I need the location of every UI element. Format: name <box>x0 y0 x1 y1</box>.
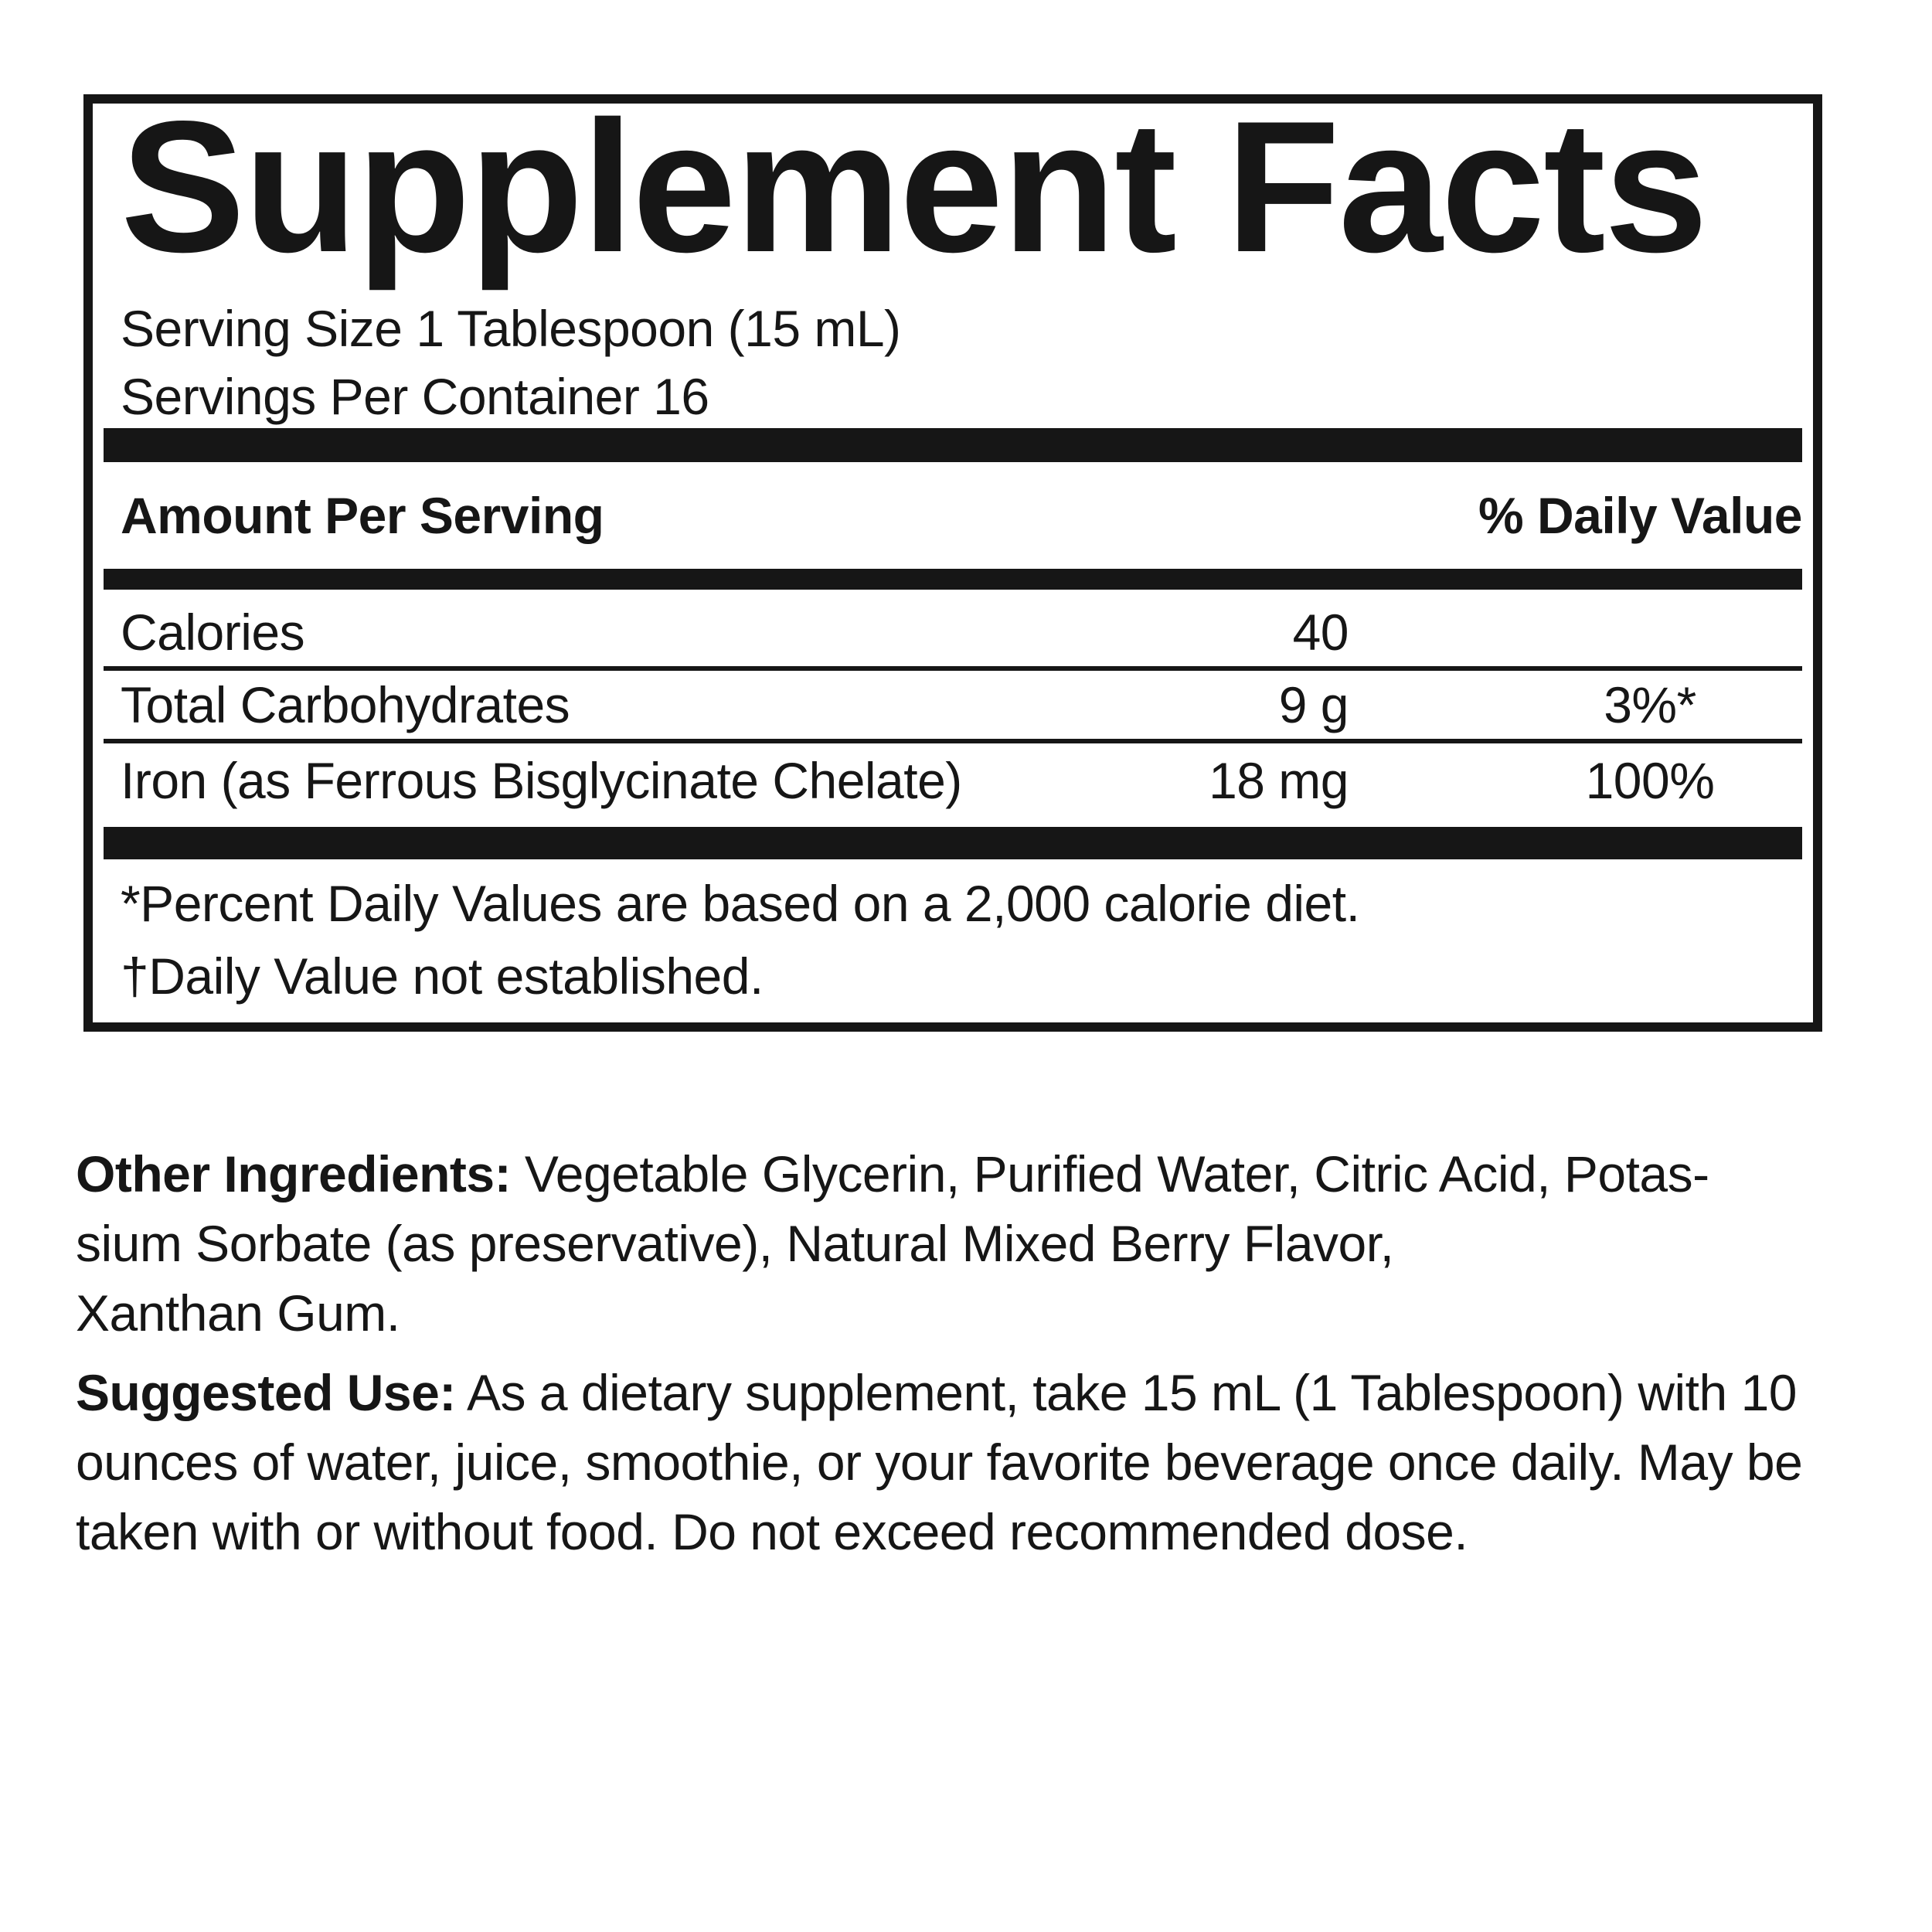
suggested-use-paragraph: Suggested Use: As a dietary supplement, … <box>76 1288 1900 1566</box>
column-header-percent-daily-value: % Daily Value <box>1478 487 1803 544</box>
separator-bar-thick-bottom <box>104 827 1802 859</box>
daily-value-footnotes: *Percent Daily Values are based on a 2,0… <box>121 875 1360 1005</box>
serving-size-line: Serving Size 1 Tablespoon (15 mL) <box>121 300 901 357</box>
servings-per-container-line: Servings Per Container 16 <box>121 368 709 425</box>
suggested-use-label: Suggested Use: <box>76 1364 456 1421</box>
nutrient-row: Iron (as Ferrous Bisglycinate Chelate) 1… <box>104 743 1802 818</box>
serving-info-block: Serving Size 1 Tablespoon (15 mL) Servin… <box>121 294 901 430</box>
nutrient-daily-value: 100% <box>1585 752 1715 809</box>
column-header-amount-per-serving: Amount Per Serving <box>121 487 604 544</box>
nutrient-row: Total Carbohydrates 9 g 3%* <box>104 671 1802 743</box>
panel-title: Supplement Facts <box>121 83 1708 291</box>
separator-bar-medium <box>104 569 1802 590</box>
nutrient-amount: 40 <box>1292 604 1349 661</box>
nutrient-name: Iron (as Ferrous Bisglycinate Chelate) <box>121 752 962 809</box>
nutrient-daily-value: 3%* <box>1604 676 1696 733</box>
nutrient-name: Total Carbohydrates <box>121 676 570 733</box>
other-ingredients-label: Other Ingredients: <box>76 1145 512 1202</box>
nutrient-row: Calories 40 <box>104 598 1802 671</box>
supplement-facts-panel: Supplement Facts Serving Size 1 Tablespo… <box>83 94 1822 1032</box>
nutrient-amount: 9 g <box>1278 676 1349 733</box>
table-header-row: Amount Per Serving % Daily Value <box>121 484 1803 547</box>
other-ingredients-paragraph: Other Ingredients: Vegetable Glycerin, P… <box>76 1070 1900 1348</box>
nutrient-table: Calories 40 Total Carbohydrates 9 g 3%* … <box>104 598 1802 818</box>
nutrient-name: Calories <box>121 604 305 661</box>
other-ingredients-text: Vegetable Glycerin, Purified Water, Citr… <box>76 1145 1709 1342</box>
separator-bar-thick-top <box>104 428 1802 462</box>
nutrient-amount: 18 mg <box>1209 752 1349 809</box>
suggested-use-text: As a dietary supplement, take 15 mL (1 T… <box>76 1364 1803 1560</box>
